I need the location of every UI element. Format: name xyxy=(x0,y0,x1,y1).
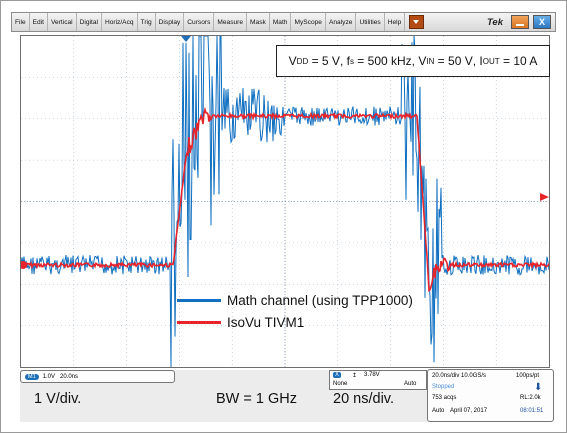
menu-edit[interactable]: Edit xyxy=(30,13,48,31)
legend-item-isovu: IsoVu TIVM1 xyxy=(177,311,413,333)
legend: Math channel (using TPP1000) IsoVu TIVM1 xyxy=(177,289,413,333)
menu-vertical[interactable]: Vertical xyxy=(48,13,77,31)
channel-badge: M1 xyxy=(25,373,39,380)
menu-display[interactable]: Display xyxy=(156,13,185,31)
menu-math[interactable]: Math xyxy=(270,13,292,31)
legend-label-math: Math channel (using TPP1000) xyxy=(227,292,413,308)
arrow-down-icon: ⬇ xyxy=(534,382,543,393)
trigger-slope-icon: ↥ xyxy=(352,373,358,379)
menu-horiz-acq[interactable]: Horiz/Acq xyxy=(102,13,138,31)
status-panel: M1 1.0V 20.0ns 1 V/div. BW = 1 GHz 20 ns… xyxy=(20,369,554,422)
menu-myscope[interactable]: MyScope xyxy=(291,13,326,31)
vdiv-label: 1 V/div. xyxy=(34,391,82,407)
menu-cursors[interactable]: Cursors xyxy=(184,13,215,31)
close-icon[interactable]: X xyxy=(533,15,551,29)
menu-digital[interactable]: Digital xyxy=(77,13,102,31)
menu-trig[interactable]: Trig xyxy=(138,13,156,31)
acq-mode: Auto xyxy=(432,408,445,414)
legend-swatch-isovu xyxy=(177,320,221,324)
menu-measure[interactable]: Measure xyxy=(214,13,248,31)
horizontal-setting: 20.0ns/div 10.0GS/s xyxy=(432,373,487,379)
menu-analyze[interactable]: Analyze xyxy=(326,13,357,31)
waveform-graticule xyxy=(19,35,550,368)
waveform-display xyxy=(19,35,550,368)
timebase-label: 20 ns/div. xyxy=(333,391,394,407)
legend-item-math: Math channel (using TPP1000) xyxy=(177,289,413,311)
legend-swatch-math xyxy=(177,298,221,302)
menu-mask[interactable]: Mask xyxy=(247,13,270,31)
trigger-position-icon[interactable] xyxy=(181,36,191,42)
menu-utilities[interactable]: Utilities xyxy=(356,13,385,31)
capture-time: 08:01:51 xyxy=(520,408,544,414)
trigger-readout[interactable]: X ↥ 3.78V None Auto xyxy=(329,370,427,390)
iout-value: 10 A xyxy=(513,54,538,68)
acquisition-readout[interactable]: 20.0ns/div 10.0GS/s 100ps/pt Stopped ⬇ 7… xyxy=(427,369,554,422)
menu-bar: File Edit Vertical Digital Horiz/Acq Tri… xyxy=(11,12,556,32)
vdd-value: 5 V xyxy=(321,54,340,68)
run-state: Stopped xyxy=(432,384,455,390)
channel-time: 20.0ns xyxy=(60,373,79,380)
trigger-level-icon[interactable] xyxy=(540,193,549,201)
acquisition-count: 753 acqs xyxy=(432,395,457,401)
capture-date: April 07, 2017 xyxy=(450,408,488,414)
isovu-trace xyxy=(20,106,550,292)
trigger-level: 3.78V xyxy=(364,372,380,378)
trigger-source: X xyxy=(333,372,342,378)
trigger-mode-auto: Auto xyxy=(404,381,417,387)
trigger-mode-none: None xyxy=(333,381,348,387)
menu-help[interactable]: Help xyxy=(385,13,406,31)
channel-scale: 1.0V xyxy=(42,373,55,380)
fs-value: 500 kHz xyxy=(367,54,412,68)
minimize-icon[interactable] xyxy=(511,15,529,29)
legend-label-isovu: IsoVu TIVM1 xyxy=(227,314,305,330)
ref-marker-icon[interactable] xyxy=(19,261,27,269)
record-length: RL:2.0k xyxy=(520,395,541,401)
channel-readout[interactable]: M1 1.0V 20.0ns xyxy=(20,370,175,383)
menu-file[interactable]: File xyxy=(12,13,30,31)
resolution-value: 100ps/pt xyxy=(516,373,540,379)
menu-dropdown-icon[interactable] xyxy=(409,15,425,29)
vin-value: 50 V xyxy=(448,54,473,68)
brand-logo: Tek xyxy=(486,16,503,28)
bandwidth-label: BW = 1 GHz xyxy=(216,391,297,407)
